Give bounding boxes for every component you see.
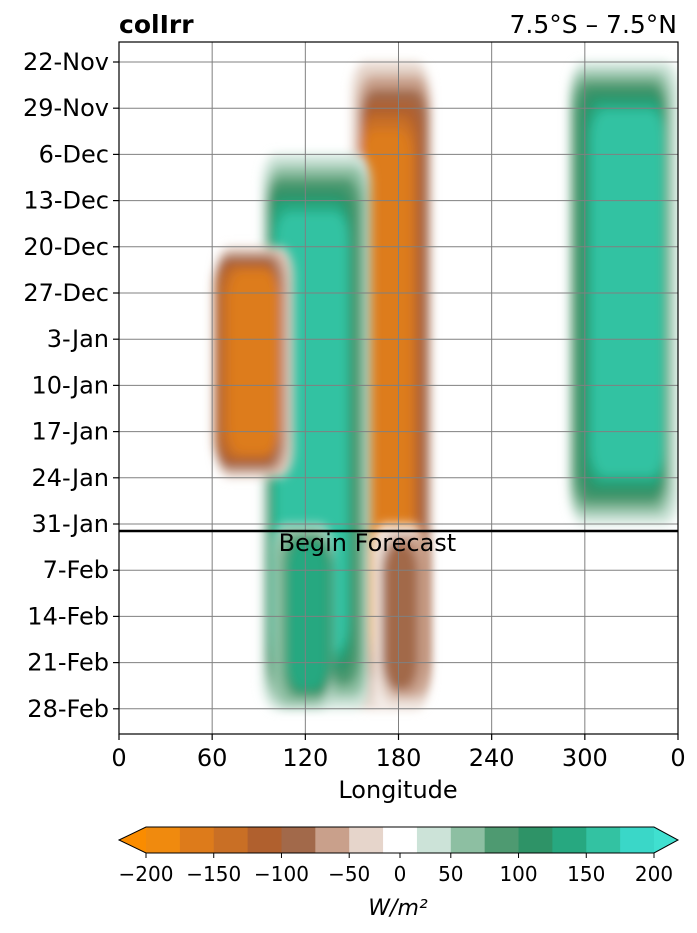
y-tick-label: 7-Feb xyxy=(43,556,109,584)
colorbar-swatch xyxy=(416,827,452,853)
colorbar-swatch xyxy=(146,827,181,853)
colorbar-tick-label: 150 xyxy=(567,862,605,886)
colorbar-swatch xyxy=(586,827,621,853)
colorbar-unit-label: W/m² xyxy=(368,896,428,921)
y-tick-label: 17-Jan xyxy=(31,418,109,446)
x-tick-label: 240 xyxy=(469,744,515,772)
y-tick-label: 3-Jan xyxy=(47,325,109,353)
colorbar-swatch xyxy=(349,827,384,853)
y-tick-label: 22-Nov xyxy=(23,48,109,76)
colorbar-swatch xyxy=(620,827,655,853)
colorbar-tick-label: −200 xyxy=(119,862,174,886)
colorbar-swatch xyxy=(179,827,215,853)
colorbar-over-arrow xyxy=(654,827,678,853)
x-axis-label: Longitude xyxy=(338,776,457,804)
y-tick-label: 29-Nov xyxy=(23,94,109,122)
x-tick-label: 0 xyxy=(670,744,685,772)
x-tick-label: 300 xyxy=(562,744,608,772)
colorbar-tick-label: 200 xyxy=(635,862,673,886)
colorbar-under-arrow xyxy=(119,827,146,853)
y-tick-label: 6-Dec xyxy=(39,140,109,168)
colorbar-swatch xyxy=(450,827,486,853)
colorbar-swatch xyxy=(552,827,587,853)
colorbar-tick-label: 50 xyxy=(438,862,463,886)
x-tick-label: 0 xyxy=(111,744,126,772)
x-tick-label: 60 xyxy=(197,744,228,772)
colorbar-swatch xyxy=(484,827,520,853)
grid-lines xyxy=(119,42,678,734)
colorbar-swatch xyxy=(518,827,553,853)
field-contour xyxy=(227,270,280,454)
colorbar-swatch xyxy=(247,827,282,853)
y-tick-label: 27-Dec xyxy=(23,279,109,307)
x-tick-label: 180 xyxy=(376,744,422,772)
colorbar-swatch xyxy=(281,827,316,853)
y-tick-label: 14-Feb xyxy=(27,602,109,630)
colorbar-swatch xyxy=(315,827,350,853)
forecast-label: Begin Forecast xyxy=(279,529,457,557)
field-feature xyxy=(214,246,294,478)
colorbar-swatch xyxy=(383,827,418,853)
y-tick-label: 20-Dec xyxy=(23,233,109,261)
x-tick-label: 120 xyxy=(282,744,328,772)
y-tick-label: 31-Jan xyxy=(31,510,109,538)
colorbar-swatch xyxy=(213,827,249,853)
chart-title-right: 7.5°S – 7.5°N xyxy=(510,10,677,39)
colorbar-tick-label: 100 xyxy=(499,862,537,886)
colorbar-tick-label: 0 xyxy=(394,862,407,886)
x-axis: 0 60 120 180 240 300 0 xyxy=(111,734,686,772)
colorbar-tick-label: −100 xyxy=(254,862,309,886)
colorbar-tick-label: −50 xyxy=(328,862,370,886)
chart-title-left: colIrr xyxy=(119,10,194,39)
colorbar-tick-label: −150 xyxy=(186,862,241,886)
y-axis: 22-Nov 29-Nov 6-Dec 13-Dec 20-Dec 27-Dec 3-Jan… xyxy=(23,48,119,723)
y-tick-label: 28-Feb xyxy=(27,695,109,723)
y-tick-label: 13-Dec xyxy=(23,187,109,215)
colorbar: −200 −150 −100 −50 0 50 100 150 200 xyxy=(117,826,680,886)
y-tick-label: 21-Feb xyxy=(27,649,109,677)
y-tick-label: 24-Jan xyxy=(31,464,109,492)
y-tick-label: 10-Jan xyxy=(31,371,109,399)
